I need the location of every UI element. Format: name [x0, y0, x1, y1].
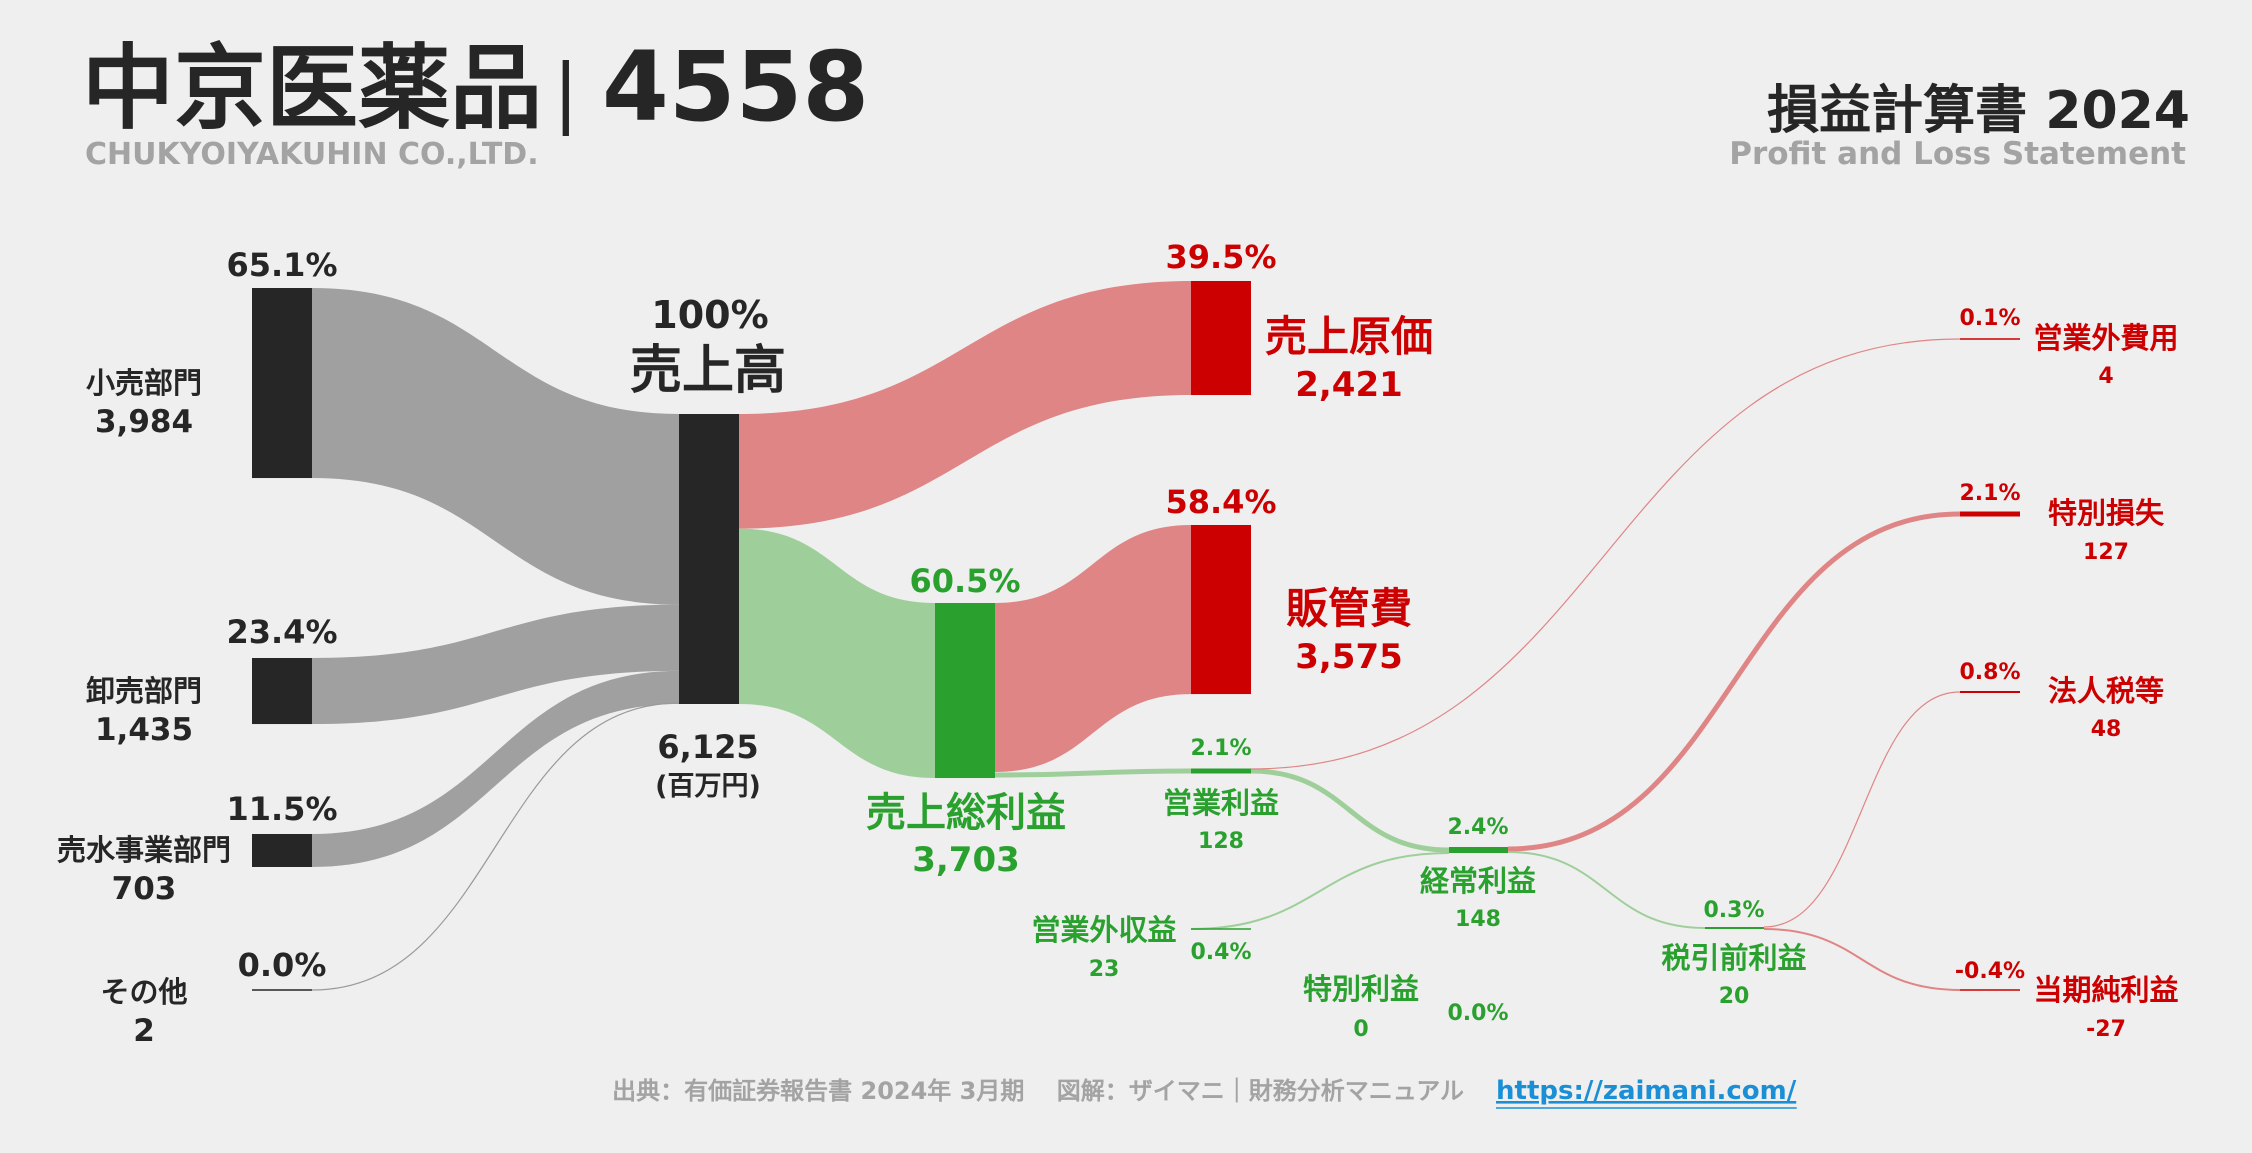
- non-op-income-label: 営業外収益: [1031, 913, 1176, 947]
- statement-title: 損益計算書 2024: [1767, 81, 2190, 141]
- footer-url-link[interactable]: https://zaimani.com/: [1496, 1076, 1797, 1106]
- revenue-label: 売上高: [630, 341, 786, 401]
- operating-income-value: 128: [1198, 829, 1244, 854]
- flow-revenue-to-cogs: [739, 281, 1191, 529]
- extra-gain-label: 特別利益: [1303, 972, 1419, 1006]
- net-income-value: -27: [2086, 1017, 2126, 1042]
- sga-pct: 58.4%: [1165, 483, 1276, 521]
- revenue-pct: 100%: [651, 293, 768, 337]
- node-water-bar: [252, 834, 312, 867]
- net-income-pct: -0.4%: [1955, 959, 2025, 984]
- other-pct: 0.0%: [238, 946, 327, 984]
- wholesale-value: 1,435: [95, 712, 193, 748]
- operating-income-label: 営業利益: [1163, 786, 1279, 820]
- extra-loss-pct: 2.1%: [1959, 481, 2020, 506]
- flow-wholesale-to-revenue: [312, 604, 679, 725]
- wholesale-pct: 23.4%: [226, 613, 337, 651]
- retail-value: 3,984: [95, 404, 193, 440]
- cogs-value: 2,421: [1295, 365, 1403, 405]
- footer-source: 出典：有価証券報告書 2024年 3月期 図解：ザイマニ｜財務分析マニュアル: [612, 1077, 1464, 1105]
- flow-operating-income-to-ordinary-income: [1250, 768, 1450, 853]
- node-retail-bar: [252, 288, 312, 479]
- non-op-income-value: 23: [1089, 957, 1120, 982]
- sga-value: 3,575: [1295, 637, 1403, 677]
- flow-gross-profit-to-sga: [995, 525, 1191, 772]
- pretax-income-value: 20: [1719, 984, 1750, 1009]
- flow-revenue-to-gross-profit: [739, 528, 935, 779]
- cogs-pct: 39.5%: [1165, 238, 1276, 276]
- node-gross-profit-bar: [935, 603, 995, 779]
- flow-retail-to-revenue: [312, 288, 679, 605]
- wholesale-label: 卸売部門: [86, 674, 202, 708]
- income-tax-value: 48: [2091, 717, 2122, 742]
- water-pct: 11.5%: [226, 790, 337, 828]
- revenue-unit: (百万円): [655, 771, 761, 802]
- flow-ordinary-income-to-extra-loss: [1507, 511, 1961, 852]
- flow-gross-profit-to-operating-income: [994, 768, 1192, 778]
- extra-gain-value: 0: [1353, 1017, 1368, 1042]
- node-sga-bar: [1191, 525, 1251, 695]
- income-tax-pct: 0.8%: [1959, 660, 2020, 685]
- flow-pretax-income-to-income-tax: [1763, 691, 1961, 928]
- extra-loss-label: 特別損失: [2048, 496, 2165, 530]
- non-op-expense-value: 4: [2098, 364, 2113, 389]
- node-wholesale-bar: [252, 658, 312, 725]
- gross-profit-label: 売上総利益: [866, 790, 1066, 836]
- non-op-expense-pct: 0.1%: [1959, 306, 2020, 331]
- water-label: 売水事業部門: [57, 833, 231, 867]
- extra-gain-pct: 0.0%: [1447, 1001, 1508, 1026]
- statement-subtitle: Profit and Loss Statement: [1729, 136, 2186, 172]
- non-op-expense-label: 営業外費用: [2033, 321, 2178, 355]
- ordinary-income-value: 148: [1455, 907, 1501, 932]
- company-name-en: CHUKYOIYAKUHIN CO.,LTD.: [85, 137, 539, 172]
- flow-non-op-income-to-ordinary-income: [1190, 852, 1450, 930]
- ordinary-income-label: 経常利益: [1420, 864, 1536, 898]
- ordinary-income-pct: 2.4%: [1447, 815, 1508, 840]
- net-income-label: 当期純利益: [2033, 973, 2178, 1007]
- title-separator: |: [553, 47, 579, 137]
- gross-profit-value: 3,703: [912, 840, 1020, 880]
- ticker-code: 4558: [602, 31, 869, 143]
- flow-water-to-revenue: [312, 670, 679, 867]
- flows-layer: [311, 281, 1961, 991]
- retail-label: 小売部門: [86, 366, 202, 400]
- other-label: その他: [100, 975, 187, 1009]
- non-op-income-pct: 0.4%: [1190, 940, 1251, 965]
- revenue-value: 6,125: [657, 728, 758, 766]
- flow-ordinary-income-to-pretax-income: [1507, 851, 1706, 929]
- node-revenue-bar: [679, 414, 739, 704]
- gross-profit-pct: 60.5%: [909, 562, 1020, 600]
- node-cogs-bar: [1191, 281, 1251, 396]
- flow-other-to-revenue: [311, 702, 680, 991]
- flow-pretax-income-to-net-income: [1763, 928, 1961, 991]
- company-name: 中京医薬品: [82, 35, 542, 142]
- operating-income-pct: 2.1%: [1190, 736, 1251, 761]
- pretax-income-label: 税引前利益: [1661, 941, 1806, 975]
- income-tax-label: 法人税等: [2048, 674, 2164, 708]
- cogs-label: 売上原価: [1265, 312, 1433, 361]
- retail-pct: 65.1%: [226, 246, 337, 284]
- nodes-layer: [252, 281, 2020, 991]
- other-value: 2: [133, 1013, 155, 1049]
- pretax-income-pct: 0.3%: [1703, 898, 1764, 923]
- water-value: 703: [112, 871, 177, 907]
- extra-loss-value: 127: [2083, 540, 2129, 565]
- flow-operating-income-to-non-op-expense: [1250, 338, 1961, 770]
- sga-label: 販管費: [1286, 584, 1412, 633]
